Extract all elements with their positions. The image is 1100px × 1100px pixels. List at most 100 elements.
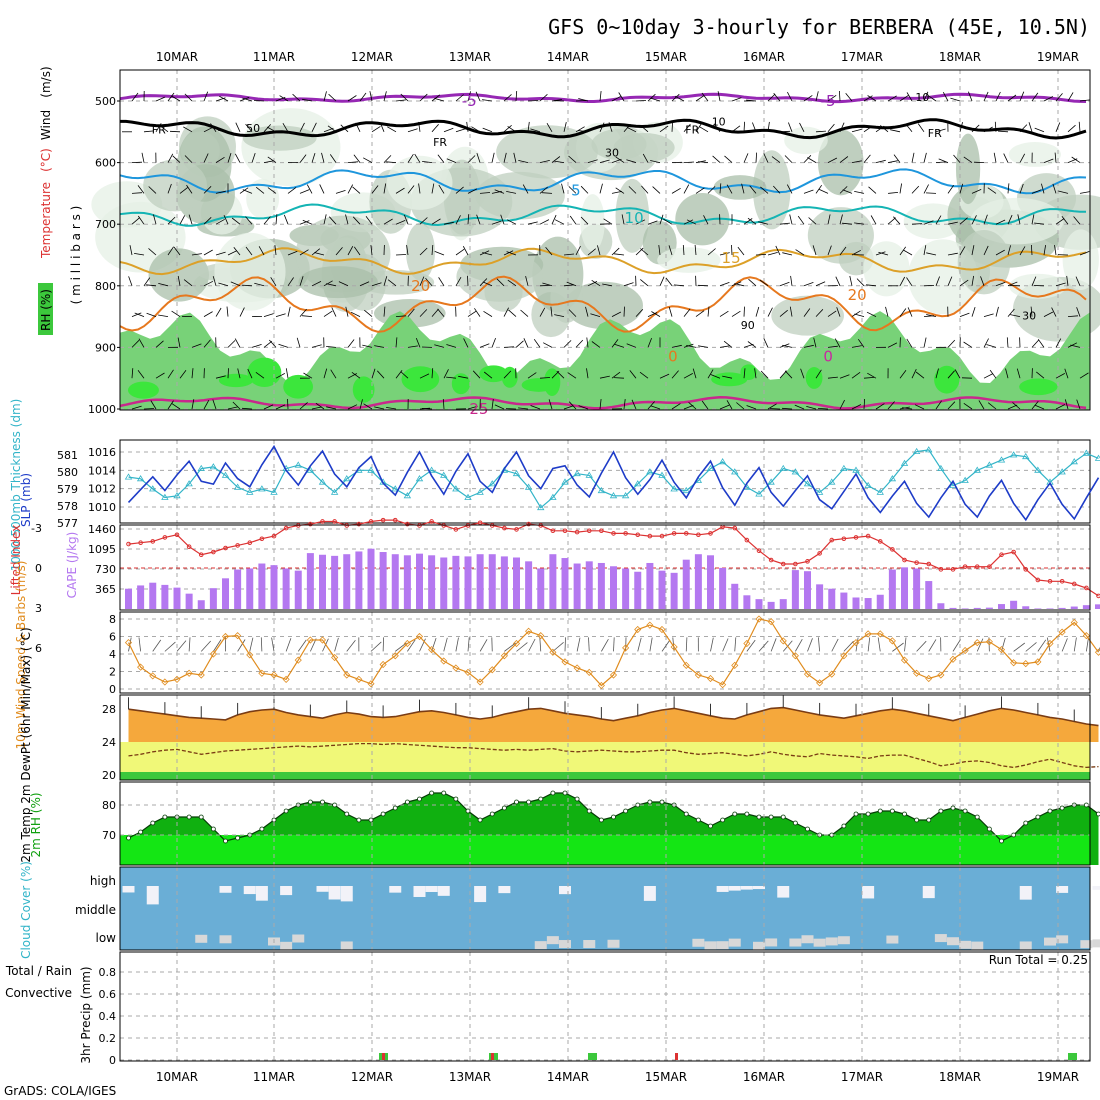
- wind-barb: [623, 123, 631, 133]
- wind-barb: [467, 91, 471, 102]
- wind-barb: [169, 130, 181, 133]
- wind-barb: [959, 217, 968, 225]
- cloud-bar-low: [716, 941, 729, 950]
- wind-barb: [434, 251, 445, 256]
- wind-barb: [743, 306, 745, 317]
- thickness-point: [1082, 449, 1091, 456]
- wind-barb: [164, 641, 176, 652]
- wind-barb: [418, 121, 421, 132]
- wind-barb: [431, 244, 434, 256]
- wind-barb: [683, 184, 690, 194]
- wind-barb: [588, 637, 590, 652]
- precip-bar: [491, 1053, 494, 1060]
- wind-barb: [443, 637, 448, 652]
- contour-label: 10: [625, 209, 644, 227]
- wind-barb: [671, 93, 680, 102]
- wind-point: [343, 671, 351, 679]
- rh-shade-high: [283, 374, 314, 399]
- wind-barb: [167, 400, 174, 410]
- wind-barb: [467, 275, 469, 286]
- wind-barb: [688, 402, 697, 410]
- rh-point: [417, 796, 422, 802]
- wind-barb: [915, 371, 925, 379]
- wind-barb: [599, 91, 602, 102]
- rh-point: [368, 817, 374, 823]
- wind-barb: [695, 123, 702, 133]
- y-tick-label-left: 579: [57, 483, 78, 496]
- wind-barb: [371, 185, 379, 194]
- cloud-bar-low: [959, 940, 972, 949]
- wind-barb: [321, 152, 325, 163]
- lifted-point: [514, 527, 519, 532]
- wind-point: [876, 630, 884, 638]
- lifted-point: [1023, 567, 1029, 572]
- wind-barb: [599, 375, 610, 379]
- cloud-bar-low: [801, 935, 814, 944]
- wind-barb: [635, 100, 647, 102]
- wind-barb: [137, 369, 145, 379]
- thickness-point: [161, 493, 169, 500]
- wind-barb: [215, 156, 225, 163]
- wind-point: [415, 632, 424, 641]
- wind-barb: [839, 156, 849, 163]
- panel-thickness-slp: 581 580 579 578 577 1016 1014 1012 1010 1000-500m…: [9, 399, 1100, 571]
- lifted-point: [186, 544, 192, 550]
- thickness-point: [149, 485, 157, 492]
- wind-barb: [878, 251, 889, 256]
- wind-barb: [278, 343, 289, 348]
- wind-barb: [183, 126, 193, 133]
- wind-barb: [539, 377, 551, 379]
- wind-barb: [527, 372, 537, 379]
- wind-barb: [551, 214, 557, 225]
- wind-barb: [815, 130, 827, 133]
- wind-barb: [203, 217, 212, 225]
- wind-barb: [608, 122, 613, 132]
- wind-barb: [215, 218, 225, 225]
- series-line-slp: [127, 444, 1100, 522]
- wind-point: [464, 668, 472, 676]
- cape-bar: [209, 588, 217, 609]
- wind-barb: [731, 310, 741, 317]
- wind-barb: [299, 154, 307, 163]
- y-tick-label: 6: [109, 631, 116, 644]
- wind-barb: [234, 153, 241, 163]
- wind-point: [719, 681, 727, 689]
- cloud-bar-low: [886, 935, 899, 944]
- wind-barb: [527, 121, 530, 132]
- wind-barb: [227, 406, 238, 410]
- ylabel-lifted: Lifted Index: [9, 525, 23, 596]
- wind-barb: [839, 90, 841, 102]
- rh-shade: [1062, 229, 1099, 291]
- date-label-bottom: 16MAR: [743, 1070, 785, 1084]
- wind-barb: [1019, 183, 1024, 194]
- cape-bar: [864, 598, 872, 609]
- rh-shade: [784, 126, 828, 155]
- wind-barb: [647, 312, 658, 317]
- wind-barb: [371, 126, 381, 133]
- wind-barb: [503, 250, 514, 256]
- wind-barb: [158, 283, 169, 287]
- wind-barb: [1064, 368, 1069, 379]
- date-label-top: 11MAR: [253, 50, 295, 64]
- wind-barb: [395, 337, 398, 348]
- rh-point: [805, 826, 810, 832]
- wind-barb: [640, 124, 649, 133]
- wind-barb: [215, 190, 226, 194]
- wind-barb: [329, 216, 337, 225]
- thickness-point: [779, 464, 787, 471]
- wind-barb: [722, 638, 729, 652]
- wind-barb: [640, 279, 649, 287]
- wind-barb: [1007, 214, 1013, 225]
- y-tick-label: 70: [102, 829, 116, 842]
- wind-barb: [618, 92, 625, 102]
- cape-bar: [319, 554, 326, 609]
- rh-point: [720, 817, 726, 823]
- cloud-bar-low: [934, 934, 947, 943]
- cape-bar: [743, 595, 751, 609]
- wind-barb: [599, 159, 610, 163]
- date-label-bottom: 17MAR: [841, 1070, 883, 1084]
- wind-barb: [131, 312, 142, 317]
- thickness-point: [876, 488, 884, 495]
- cloud-bar-high: [559, 886, 571, 895]
- cape-bar: [440, 557, 448, 609]
